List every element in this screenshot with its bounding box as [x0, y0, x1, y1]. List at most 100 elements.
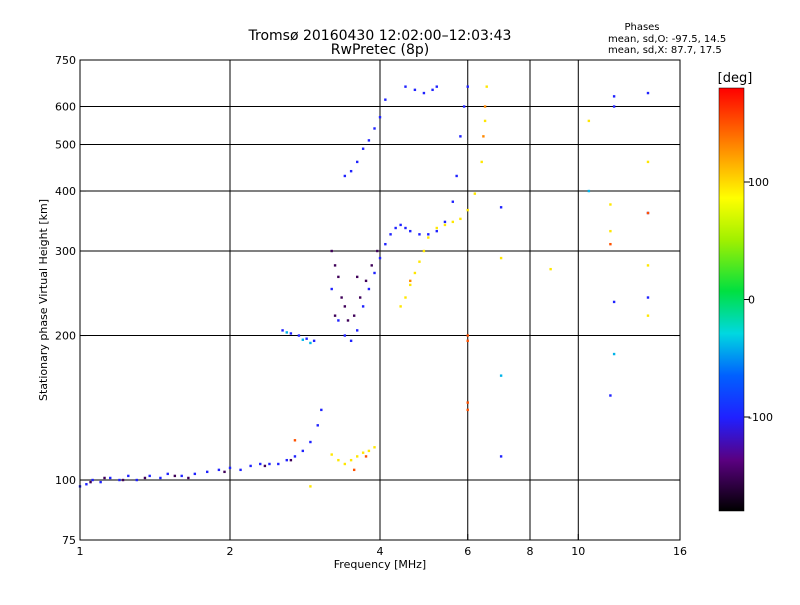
colorbar-ticks: 100 0 -100	[744, 176, 773, 424]
data-point	[239, 468, 242, 472]
data-point	[355, 275, 359, 279]
data-point	[263, 464, 267, 468]
data-point	[413, 88, 417, 92]
data-point	[121, 478, 125, 482]
data-point	[612, 105, 616, 108]
data-point	[587, 189, 591, 193]
data-point	[361, 305, 365, 308]
data-point	[499, 206, 503, 209]
y-tick-label: 200	[55, 330, 76, 343]
data-point	[148, 474, 151, 478]
data-point	[337, 275, 340, 279]
data-point	[373, 127, 376, 130]
data-point	[89, 480, 92, 484]
data-point	[355, 329, 359, 332]
data-point	[223, 470, 226, 474]
x-tick-label: 6	[464, 545, 471, 558]
data-point	[612, 352, 616, 356]
y-axis-ticks: 75 100 200 300 400 500 600 750	[55, 54, 680, 547]
data-point	[399, 223, 402, 227]
data-point	[612, 95, 616, 98]
data-point	[367, 139, 371, 142]
data-point	[343, 305, 347, 308]
data-point	[499, 256, 503, 260]
stats-o-line: mean, sd,O: -97.5, 14.5	[608, 34, 726, 45]
data-point	[355, 455, 359, 458]
data-point	[333, 314, 337, 317]
data-point	[305, 337, 308, 340]
data-points	[78, 85, 650, 488]
data-point	[466, 85, 469, 88]
data-point	[480, 160, 483, 164]
data-point	[340, 296, 343, 299]
data-point	[297, 334, 301, 337]
data-point	[330, 249, 333, 253]
data-point	[409, 229, 412, 233]
data-point	[473, 192, 477, 195]
x-tick-label: 16	[673, 545, 687, 558]
x-tick-label: 8	[527, 545, 534, 558]
data-point	[367, 449, 371, 453]
data-point	[483, 119, 487, 123]
data-point	[285, 331, 288, 334]
data-point	[91, 478, 94, 482]
data-point	[309, 341, 312, 345]
data-point	[217, 468, 221, 472]
data-point	[349, 339, 353, 343]
x-tick-label: 4	[377, 545, 384, 558]
data-point	[404, 296, 407, 299]
grid-lines	[80, 60, 680, 540]
data-point	[316, 424, 319, 427]
data-point	[466, 208, 469, 212]
data-point	[418, 260, 421, 263]
data-point	[459, 135, 462, 138]
y-tick-label: 750	[55, 54, 76, 67]
data-point	[378, 256, 382, 260]
data-point	[646, 264, 650, 267]
data-point	[159, 476, 162, 480]
data-point	[285, 458, 288, 462]
stats-header: Phases	[624, 22, 659, 33]
data-point	[364, 279, 368, 283]
data-point	[99, 480, 102, 484]
data-point	[358, 296, 362, 299]
data-point	[312, 339, 316, 343]
data-point	[127, 474, 130, 478]
data-point	[609, 229, 612, 233]
data-point	[609, 242, 612, 246]
data-point	[451, 200, 455, 203]
data-point	[404, 85, 407, 88]
data-point	[361, 451, 365, 454]
data-point	[612, 300, 616, 304]
data-point	[646, 91, 650, 95]
data-point	[646, 211, 650, 215]
data-point	[422, 91, 426, 95]
data-point	[367, 287, 371, 291]
data-point	[343, 174, 347, 178]
x-tick-label: 10	[571, 545, 585, 558]
data-point	[268, 462, 271, 466]
data-point	[482, 135, 485, 138]
data-point	[422, 249, 426, 253]
data-point	[364, 455, 368, 458]
data-point	[352, 314, 356, 317]
data-point	[343, 334, 347, 337]
x-axis-label: Frequency [MHz]	[334, 558, 426, 571]
colorbar-tick-label: -100	[748, 411, 773, 424]
data-point	[455, 174, 458, 178]
data-point	[343, 462, 347, 466]
chart-title: Tromsø 20160430 12:02:00–12:03:43	[248, 28, 512, 44]
data-point	[609, 394, 612, 397]
data-point	[337, 319, 340, 322]
x-tick-label: 1	[77, 545, 84, 558]
y-tick-label: 600	[55, 101, 76, 114]
data-point	[103, 476, 106, 480]
data-point	[609, 203, 612, 206]
data-point	[180, 474, 183, 478]
data-point	[309, 485, 312, 488]
data-point	[394, 226, 397, 230]
data-point	[355, 160, 359, 164]
data-point	[320, 408, 323, 412]
data-point	[451, 220, 455, 224]
data-point	[109, 476, 112, 480]
